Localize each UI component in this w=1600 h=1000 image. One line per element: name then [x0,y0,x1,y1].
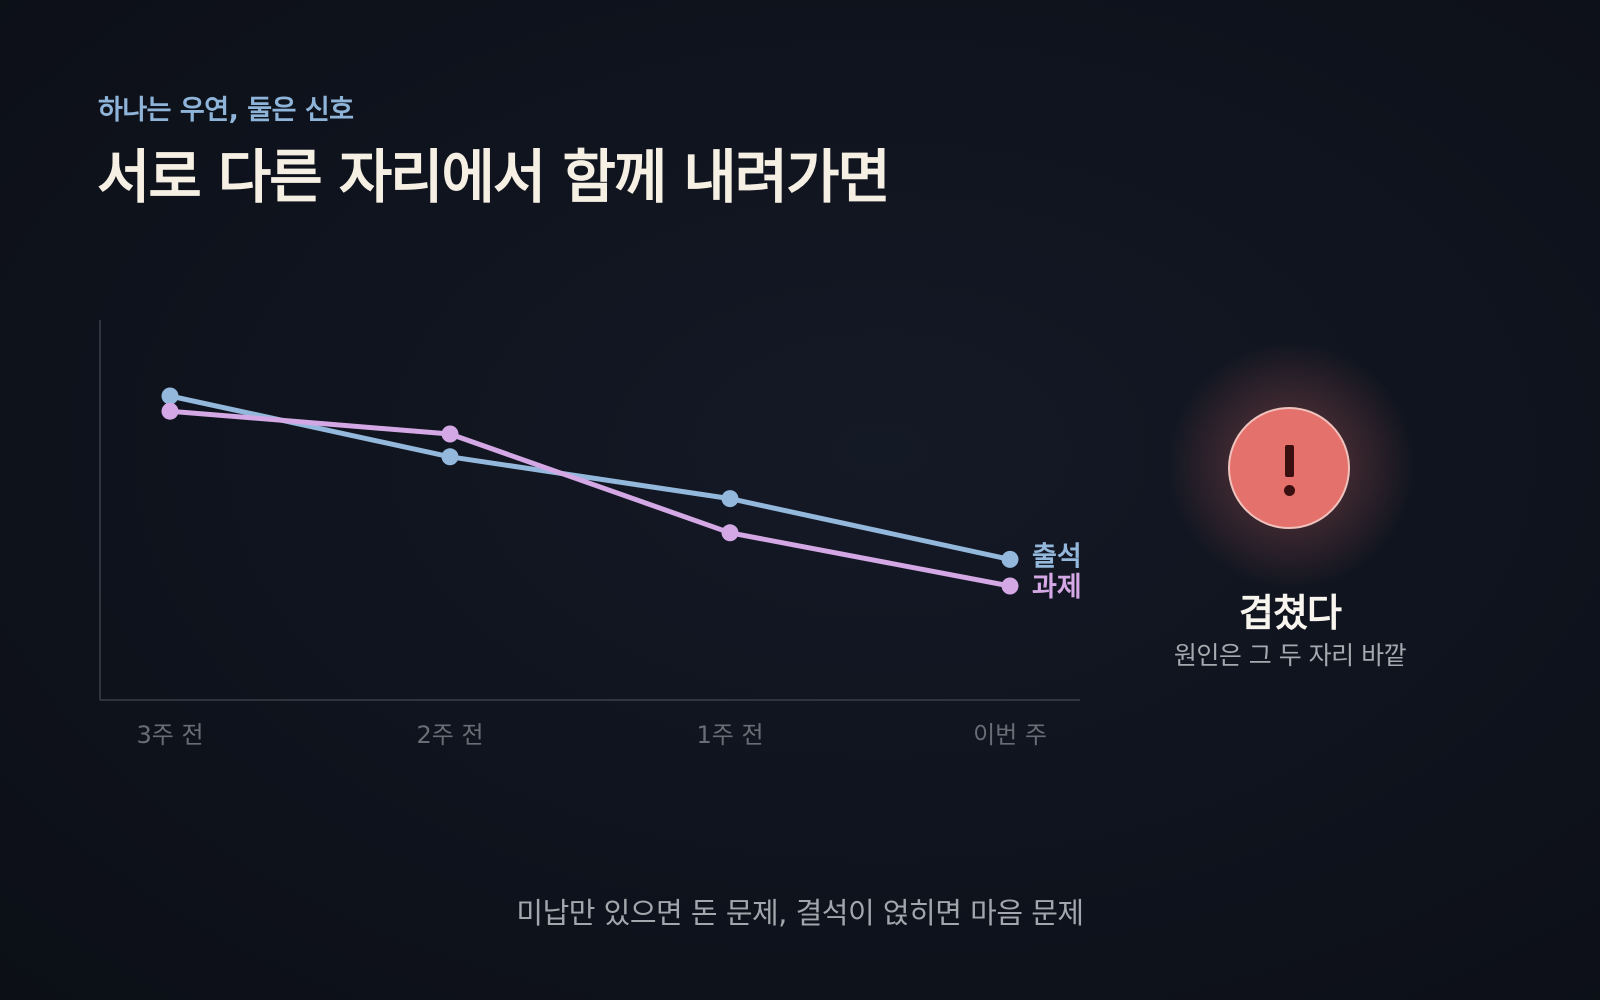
exclamation-dot [1284,485,1295,496]
data-point [161,387,179,405]
x-tick-label: 3주 전 [136,721,203,749]
data-point [441,448,459,466]
alert-subtitle: 원인은 그 두 자리 바깥 [1173,641,1407,670]
alert-title: 겹쳤다 [1239,591,1342,635]
data-point [441,425,459,443]
exclamation-icon [1228,407,1350,529]
x-tick-label: 2주 전 [416,721,483,749]
data-point [721,524,739,542]
series-label: 과제 [1032,572,1082,603]
footer-caption: 미납만 있으면 돈 문제, 결석이 얹히면 마음 문제 [516,896,1084,930]
x-tick-label: 1주 전 [696,721,763,749]
x-tick-label: 이번 주 [973,721,1047,749]
chart-title: 서로 다른 자리에서 함께 내려가면 [97,143,891,211]
series-label: 출석 [1032,541,1082,572]
alert-panel: 겹쳤다 원인은 그 두 자리 바깥 [1140,330,1440,710]
data-point [721,490,739,508]
series-line [167,408,1013,589]
data-point [161,402,179,420]
series-line [167,393,1013,562]
chart-eyebrow: 하나는 우연, 둘은 신호 [98,95,354,126]
data-point [1001,577,1019,595]
data-point [1001,550,1019,568]
exclamation-bar [1285,445,1294,477]
